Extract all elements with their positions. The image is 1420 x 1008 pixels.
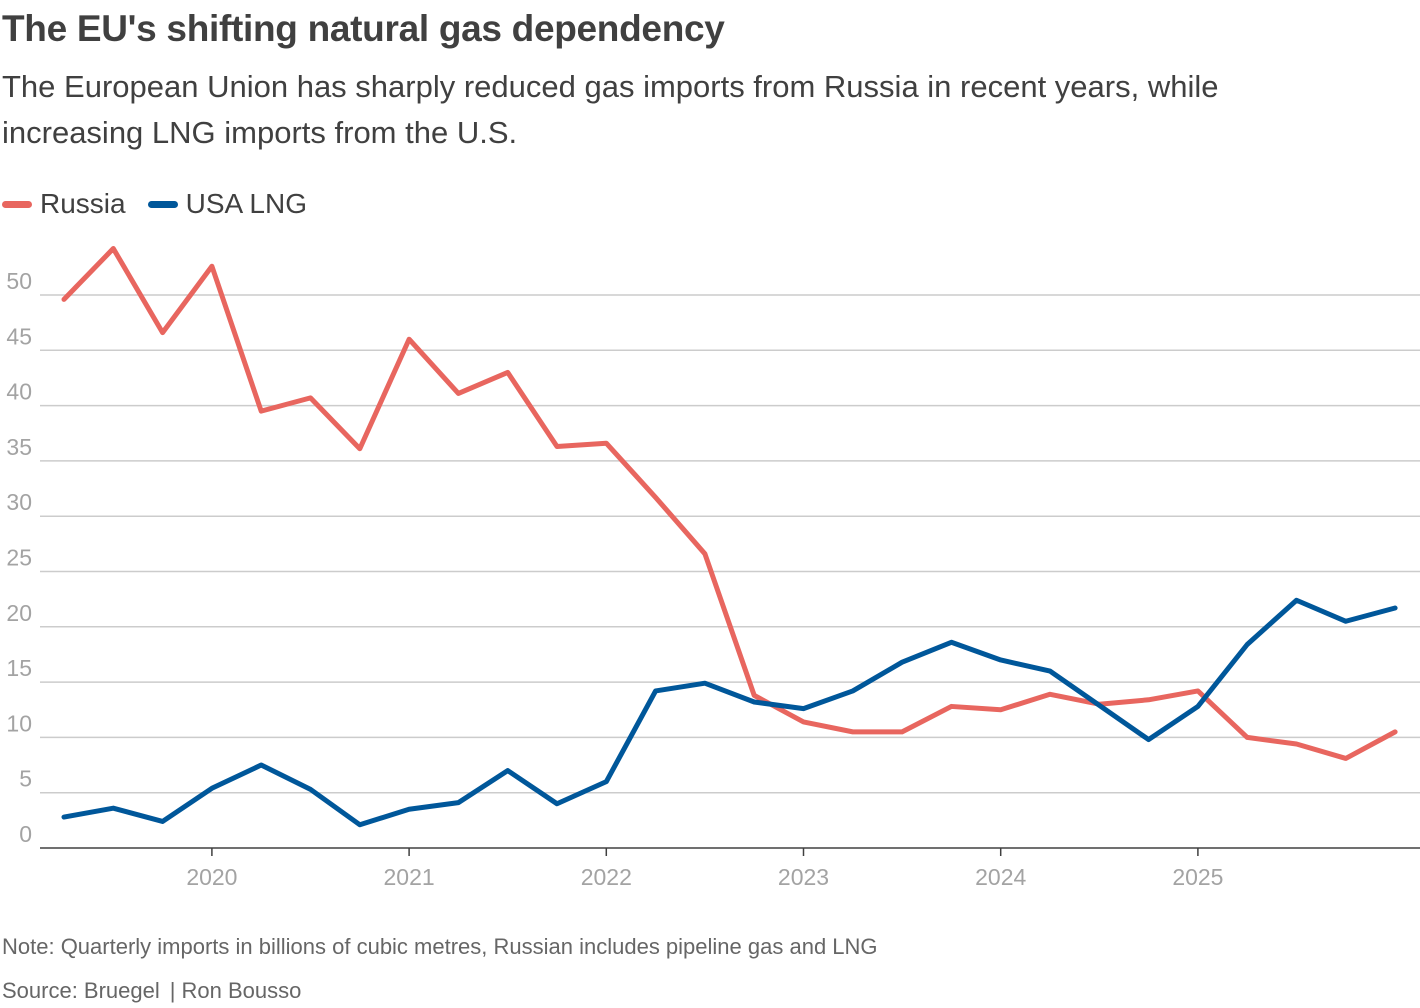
legend-swatch-usa-lng <box>147 200 178 208</box>
y-tick-label-30: 30 <box>6 489 32 515</box>
y-tick-label-45: 45 <box>6 323 32 349</box>
series-line-russia <box>61 246 1398 761</box>
grid-lines <box>40 294 1420 794</box>
y-tick-label-25: 25 <box>6 545 32 571</box>
y-tick-label-50: 50 <box>6 268 32 294</box>
y-tick-label-40: 40 <box>6 379 32 405</box>
legend-swatch-russia <box>2 200 32 208</box>
source-author: Ron Bousso <box>181 978 302 1003</box>
y-tick-label-10: 10 <box>6 710 32 736</box>
y-tick-label-35: 35 <box>6 434 32 460</box>
series-lines <box>61 246 1398 828</box>
x-tick-label-2022: 2022 <box>581 864 632 890</box>
legend-label-usa-lng: USA LNG <box>185 188 307 219</box>
series-line-usa-lng <box>61 597 1398 828</box>
legend-item-usa-lng: USA LNG <box>147 188 307 220</box>
x-tick-label-2020: 2020 <box>186 864 237 890</box>
y-tick-label-0: 0 <box>19 821 32 847</box>
x-tick-label-2024: 2024 <box>975 864 1026 890</box>
chart-title: The EU's shifting natural gas dependency <box>2 8 725 49</box>
y-axis-tick-labels: 0 5 10 15 20 25 30 35 40 45 50 <box>6 268 32 847</box>
x-axis: 2020 2021 2022 2023 2024 2025 <box>40 847 1420 890</box>
y-tick-label-15: 15 <box>6 655 32 681</box>
y-tick-label-20: 20 <box>6 600 32 626</box>
x-tick-label-2021: 2021 <box>384 864 435 890</box>
chart-legend: Russia USA LNG <box>2 184 329 224</box>
chart-note: Note: Quarterly imports in billions of c… <box>2 934 878 959</box>
source-label: Source: Bruegel <box>2 978 160 1003</box>
chart-source: Source: Bruegel | Ron Bousso <box>2 978 301 1004</box>
chart-subtitle: The European Union has sharply reduced g… <box>2 69 1219 150</box>
source-separator: | <box>169 978 176 1003</box>
x-tick-label-2023: 2023 <box>778 864 829 890</box>
y-tick-label-5: 5 <box>19 766 32 792</box>
x-tick-label-2025: 2025 <box>1172 864 1223 890</box>
legend-item-russia: Russia <box>2 188 126 220</box>
legend-label-russia: Russia <box>40 188 126 219</box>
